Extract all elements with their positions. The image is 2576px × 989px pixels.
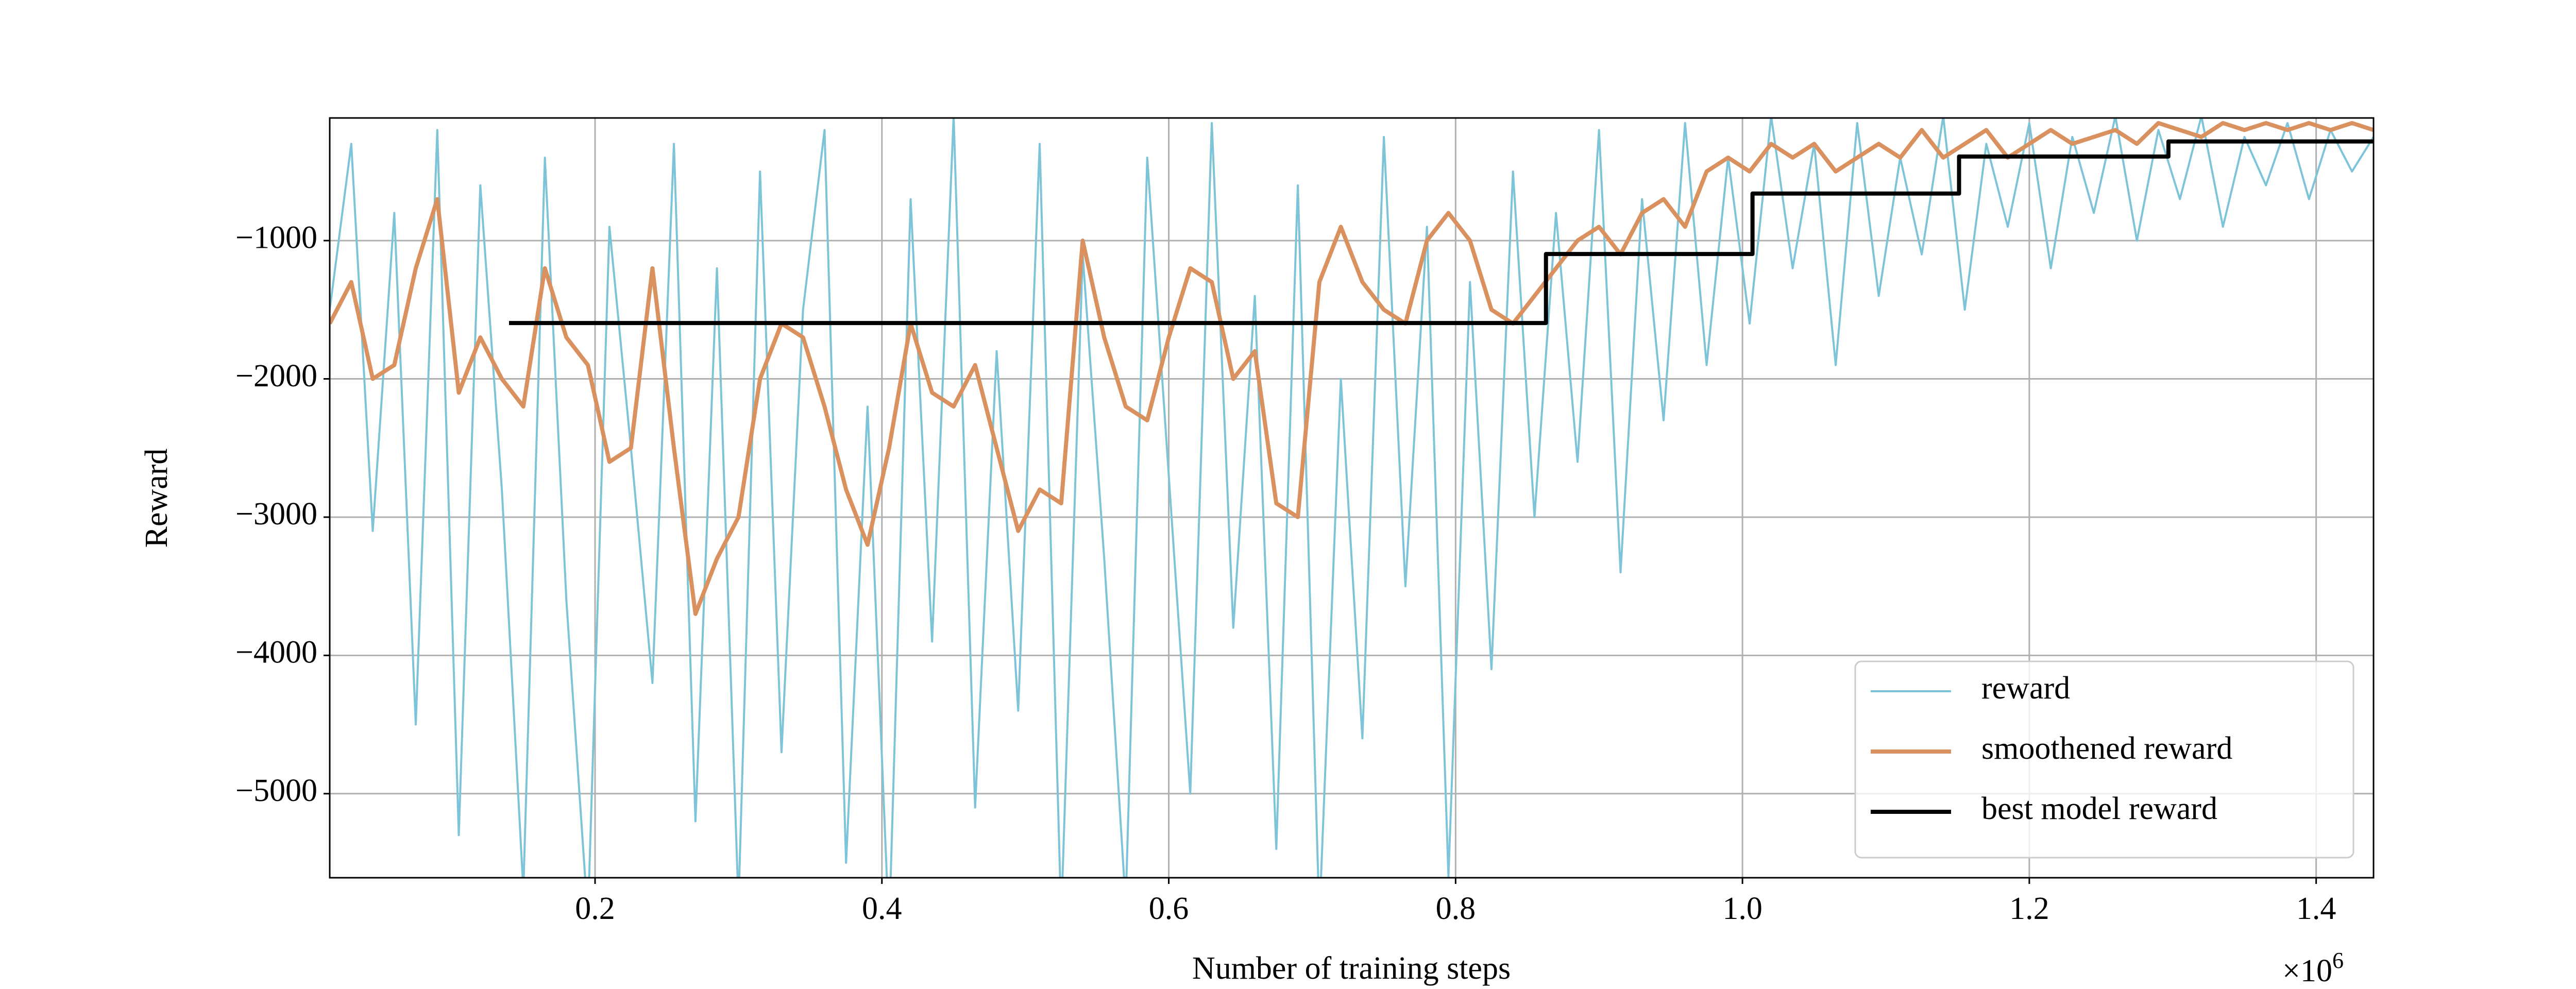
x-tick-label: 1.0 [1722, 891, 1762, 926]
x-offset: ×106 [2282, 948, 2344, 988]
series-line [330, 118, 2374, 878]
x-tick-label: 0.6 [1149, 891, 1189, 926]
legend-box [1854, 660, 2354, 859]
y-axis-label: Reward [139, 449, 174, 548]
series-line [509, 139, 2374, 326]
x-tick-label: 0.2 [575, 891, 615, 926]
x-tick-label: 0.4 [862, 891, 902, 926]
y-tick-label: −2000 [235, 359, 317, 394]
plot-area [330, 118, 2374, 878]
y-tick-label: −3000 [235, 497, 317, 532]
x-offset-exponent: 6 [2332, 948, 2344, 973]
plot-frame [329, 117, 2375, 879]
y-tick-label: −1000 [235, 220, 317, 255]
x-tick-label: 0.8 [1436, 891, 1476, 926]
series-line [330, 121, 2374, 616]
y-tick-label: −5000 [235, 773, 317, 808]
x-axis-label: Number of training steps [1192, 951, 1511, 986]
x-tick-label: 1.4 [2296, 891, 2336, 926]
legend-label: reward [1981, 671, 2070, 706]
x-tick-label: 1.2 [2009, 891, 2049, 926]
x-offset-base: ×10 [2282, 953, 2332, 988]
legend-label: smoothened reward [1981, 731, 2232, 766]
y-tick-label: −4000 [235, 635, 317, 670]
legend-label: best model reward [1981, 791, 2217, 826]
